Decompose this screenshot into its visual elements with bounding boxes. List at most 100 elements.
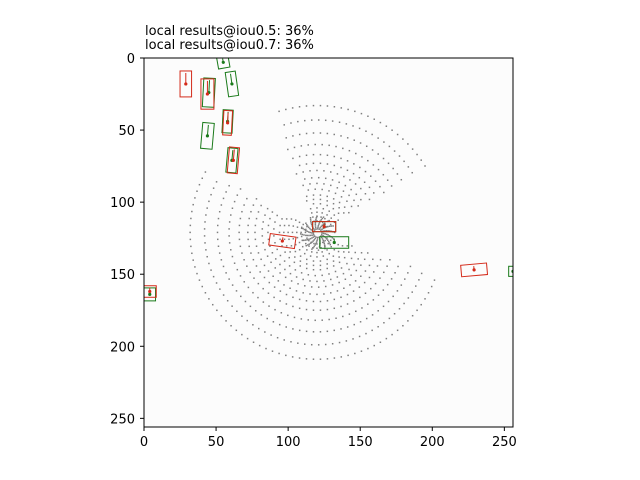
lidar-point <box>372 164 375 166</box>
lidar-point <box>324 230 326 232</box>
lidar-point <box>236 194 239 196</box>
lidar-point <box>326 308 329 311</box>
lidar-point <box>316 236 319 239</box>
lidar-point <box>321 217 324 220</box>
lidar-point <box>217 245 220 247</box>
lidar-point <box>217 224 219 227</box>
lidar-point <box>205 249 207 251</box>
lidar-point <box>198 279 201 281</box>
lidar-point <box>346 293 349 296</box>
lidar-point <box>338 201 341 204</box>
lidar-point <box>254 238 257 241</box>
lidar-point <box>308 234 310 237</box>
lidar-point <box>239 188 242 190</box>
lidar-point <box>210 193 212 196</box>
lidar-point <box>220 204 223 206</box>
lidar-point <box>377 325 379 328</box>
lidar-point <box>386 179 389 181</box>
lidar-point <box>364 170 367 173</box>
lidar-point <box>365 130 367 132</box>
lidar-point <box>359 142 362 144</box>
lidar-point <box>228 235 230 237</box>
lidar-point <box>279 272 281 274</box>
lidar-point <box>317 119 320 121</box>
lidar-point <box>358 127 361 130</box>
lidar-point <box>344 184 347 187</box>
lidar-point <box>390 278 393 280</box>
lidar-point <box>433 279 436 281</box>
lidar-point <box>370 287 372 290</box>
lidar-point <box>222 197 225 200</box>
gt-box-center <box>221 60 225 64</box>
lidar-point <box>228 221 231 223</box>
lidar-point <box>298 106 301 108</box>
lidar-point <box>322 232 325 235</box>
lidar-point <box>306 238 309 241</box>
pred-box-outline <box>312 221 337 233</box>
lidar-point <box>353 323 355 326</box>
lidar-point <box>280 312 283 314</box>
lidar-point <box>415 285 417 287</box>
lidar-point <box>368 264 371 267</box>
lidar-point <box>373 192 375 194</box>
lidar-point <box>276 214 278 217</box>
lidar-point <box>271 252 274 254</box>
lidar-point <box>322 255 325 257</box>
lidar-point <box>290 218 293 220</box>
lidar-point <box>288 238 290 241</box>
lidar-point <box>368 186 371 189</box>
lidar-point <box>271 211 274 213</box>
lidar-point <box>340 157 342 160</box>
lidar-point <box>220 259 223 261</box>
lidar-point <box>326 132 329 135</box>
lidar-point <box>322 234 324 237</box>
lidar-point <box>312 358 315 360</box>
lidar-point <box>305 223 308 226</box>
lidar-point <box>305 195 308 198</box>
lidar-point <box>323 241 325 243</box>
lidar-point <box>400 178 403 181</box>
lidar-point <box>267 292 270 295</box>
lidar-point <box>312 300 315 303</box>
lidar-point <box>298 329 301 332</box>
lidar-point <box>319 162 322 165</box>
lidar-point <box>393 150 396 152</box>
lidar-point <box>379 341 382 344</box>
lidar-point <box>298 133 301 136</box>
lidar-point <box>354 110 356 113</box>
lidar-point <box>267 224 270 227</box>
lidar-point <box>324 285 327 288</box>
lidar-point <box>312 198 315 201</box>
lidar-point <box>337 243 339 246</box>
lidar-point <box>346 137 349 139</box>
lidar-point <box>269 245 271 247</box>
lidar-point <box>298 307 301 310</box>
lidar-point <box>191 210 193 213</box>
lidar-point <box>321 188 323 191</box>
lidar-point <box>323 244 326 246</box>
lidar-point <box>312 203 315 205</box>
lidar-point <box>292 157 294 160</box>
lidar-point <box>302 227 304 230</box>
lidar-point <box>311 248 313 250</box>
lidar-point <box>355 269 358 272</box>
lidar-point <box>247 231 249 234</box>
lidar-point <box>238 238 241 241</box>
lidar-point <box>317 226 319 229</box>
lidar-point <box>306 249 308 251</box>
lidar-point <box>309 218 312 221</box>
lidar-point <box>308 239 310 242</box>
lidar-point <box>312 132 315 134</box>
lidar-point <box>321 251 323 253</box>
lidar-point <box>236 310 238 313</box>
lidar-point <box>254 224 257 227</box>
lidar-point <box>318 223 320 225</box>
lidar-point <box>231 284 234 286</box>
lidar-point <box>330 225 333 227</box>
lidar-point <box>365 332 367 335</box>
lidar-point <box>220 314 223 317</box>
lidar-point <box>194 197 196 199</box>
lidar-point <box>359 321 362 323</box>
lidar-point <box>217 238 219 241</box>
lidar-point <box>306 234 309 237</box>
